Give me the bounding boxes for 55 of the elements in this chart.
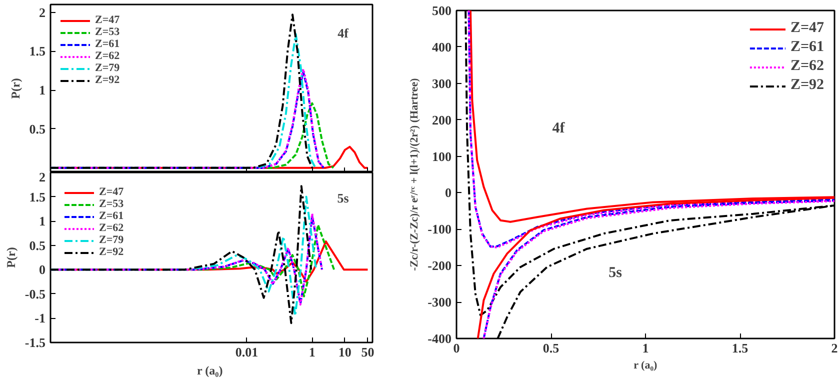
legend-label: Z=47 (99, 186, 124, 198)
legend-label: Z=92 (99, 246, 124, 258)
y-tick-label: 0 (39, 262, 46, 278)
legend-label: Z=62 (790, 58, 824, 75)
x-tick-label: 1.5 (732, 340, 749, 356)
legend-label: Z=62 (99, 222, 124, 234)
legend-label: Z=47 (790, 20, 824, 37)
y-axis-title: P(r) (8, 78, 22, 99)
legend-label: Z=53 (95, 26, 120, 38)
y-tick-label: -400 (428, 331, 452, 346)
legend-label: Z=62 (95, 50, 120, 62)
y-tick-label: 200 (432, 112, 452, 128)
y-tick-label: -1 (34, 310, 46, 326)
x-tick-label: 0.01 (235, 344, 258, 360)
y-tick-label: 0 (445, 185, 452, 200)
y-tick-label: 2 (39, 4, 46, 20)
y-tick-label: -100 (428, 222, 452, 237)
y-tick-label: 400 (432, 39, 452, 54)
y-tick-label: 100 (432, 148, 452, 164)
x-axis-title: r (a₀) (634, 360, 658, 372)
x-tick-label: 0.5 (542, 340, 560, 356)
y-tick-label: 0.5 (29, 238, 46, 253)
y-tick-label: 1 (39, 214, 46, 229)
legend-label: Z=61 (99, 210, 124, 222)
y-tick-label: 500 (432, 3, 452, 18)
y-tick-label: 0.5 (29, 121, 46, 136)
legend-label: Z=92 (95, 74, 120, 86)
annotation: 5s (337, 190, 349, 206)
legend-label: Z=92 (790, 77, 824, 94)
legend-label: Z=47 (95, 14, 120, 26)
annotation: 4f (338, 26, 350, 41)
annotation: 4f (552, 120, 566, 137)
y-tick-label: 2 (39, 170, 46, 184)
x-tick-label: 1 (308, 344, 316, 360)
legend-label: Z=79 (99, 234, 124, 246)
y-tick-label: -300 (428, 294, 452, 310)
x-tick-label: 10 (338, 344, 352, 360)
y-tick-label: 1 (39, 82, 46, 98)
y-tick-label: -0.5 (24, 286, 46, 302)
x-axis-title: r (a₀) (197, 364, 223, 378)
legend-label: Z=61 (95, 38, 120, 50)
y-tick-label: 1.5 (29, 44, 46, 59)
y-tick-label: -200 (428, 258, 452, 274)
legend-label: Z=79 (95, 62, 120, 74)
x-tick-label: 50 (361, 344, 374, 360)
y-axis-title: P(r) (4, 247, 18, 268)
x-tick-label: 2 (831, 340, 838, 356)
annotation: 5s (608, 264, 622, 281)
y-tick-label: -1.5 (24, 335, 46, 350)
x-tick-label: 1 (642, 340, 649, 356)
legend-label: Z=53 (99, 198, 124, 210)
legend-label: Z=61 (790, 39, 824, 56)
y-tick-label: 300 (432, 76, 452, 91)
y-axis-title: -Zc/r-(Z-Zc)/r eʳ/ʳᶜ + l(l+1)/(2r²) (Hartree) (408, 78, 421, 271)
y-tick-label: 1.5 (29, 189, 46, 204)
